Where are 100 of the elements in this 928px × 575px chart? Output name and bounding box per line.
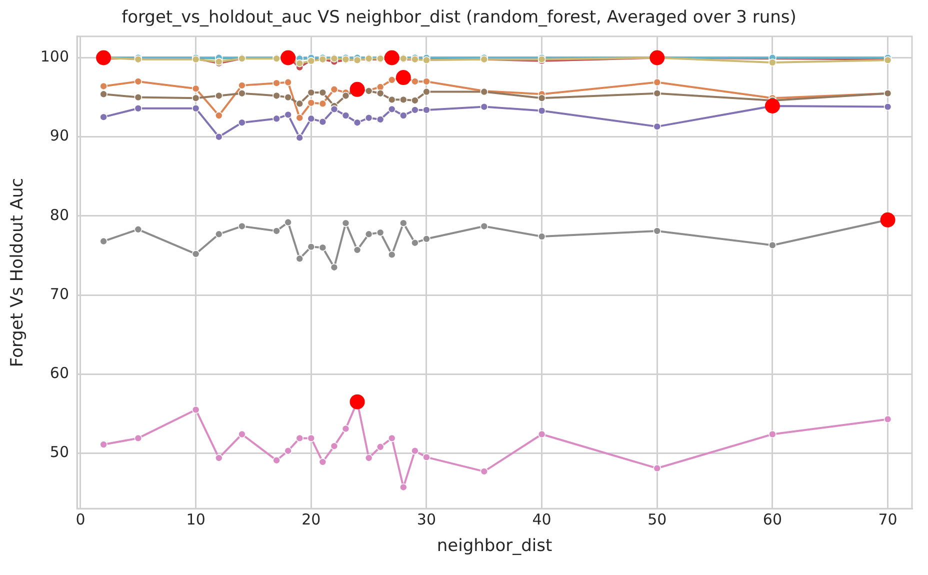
point [100, 113, 108, 121]
point [307, 88, 316, 96]
point [388, 76, 396, 84]
point [330, 85, 338, 94]
point [400, 483, 408, 492]
point [538, 430, 546, 438]
point [284, 110, 292, 119]
y-tick-label: 70 [50, 284, 70, 303]
point [422, 88, 430, 96]
point [134, 434, 142, 442]
point [134, 78, 142, 86]
point [284, 218, 292, 226]
point [342, 424, 350, 433]
point [422, 106, 430, 114]
point [411, 78, 419, 86]
point [384, 50, 400, 66]
point [238, 118, 246, 127]
point [388, 434, 396, 442]
point [768, 430, 776, 438]
point [411, 238, 419, 247]
point [100, 237, 108, 246]
point [422, 78, 430, 86]
point [192, 104, 200, 112]
x-axis-title: neighbor_dist [436, 536, 552, 556]
point [400, 219, 408, 227]
point [330, 263, 338, 272]
point [238, 430, 246, 438]
point [272, 456, 280, 464]
point [422, 234, 430, 243]
x-tick-label: 0 [76, 510, 86, 528]
point [880, 212, 896, 228]
point [350, 394, 365, 410]
point [284, 78, 292, 86]
point [353, 118, 362, 127]
point [764, 98, 780, 114]
point [353, 246, 362, 254]
point [238, 82, 246, 90]
point [650, 50, 665, 66]
point [342, 92, 350, 100]
point [307, 98, 316, 107]
point [284, 93, 292, 102]
y-tick-label: 50 [50, 443, 70, 462]
point [284, 446, 292, 455]
point [272, 79, 280, 87]
point [96, 50, 112, 66]
point [422, 453, 430, 462]
point [100, 90, 108, 98]
point [411, 96, 419, 104]
point [350, 82, 365, 97]
y-tick-label: 100 [40, 48, 70, 66]
point [307, 242, 316, 251]
point [480, 468, 488, 476]
point [318, 458, 327, 466]
point [376, 443, 384, 451]
point [364, 454, 373, 462]
point [364, 114, 373, 122]
chart-title: forget_vs_holdout_auc VS neighbor_dist (random_forest, Averaged over 3 runs) [122, 8, 796, 28]
point [376, 228, 384, 236]
point [364, 230, 373, 238]
point [296, 59, 304, 68]
point [318, 244, 327, 252]
x-tick-label: 10 [186, 510, 206, 528]
point [653, 227, 662, 235]
point [330, 105, 338, 114]
point [342, 112, 350, 120]
point [376, 89, 384, 98]
point [376, 83, 384, 91]
point [214, 454, 223, 462]
point [272, 114, 280, 123]
point [307, 434, 316, 442]
point [411, 446, 419, 455]
point [400, 96, 408, 104]
point [296, 254, 304, 263]
point [280, 50, 296, 66]
point [134, 225, 142, 234]
x-tick-label: 30 [416, 510, 436, 528]
point [342, 219, 350, 227]
x-tick-label: 40 [532, 510, 552, 528]
point [653, 89, 662, 98]
point [296, 434, 304, 442]
point [318, 100, 327, 108]
point [884, 102, 892, 111]
point [411, 106, 419, 114]
point [480, 102, 488, 111]
point [134, 93, 142, 102]
point [388, 250, 396, 259]
point [296, 114, 304, 122]
point [653, 464, 662, 472]
point [214, 92, 223, 100]
point [388, 96, 396, 104]
point [296, 134, 304, 142]
point [272, 92, 280, 100]
point [653, 122, 662, 130]
y-tick-label: 80 [50, 206, 70, 224]
point [192, 94, 200, 102]
x-tick-label: 50 [648, 510, 667, 528]
y-axis-title: Forget Vs Holdout Auc [8, 178, 28, 368]
point [768, 241, 776, 250]
point [238, 89, 246, 98]
point [653, 78, 662, 86]
